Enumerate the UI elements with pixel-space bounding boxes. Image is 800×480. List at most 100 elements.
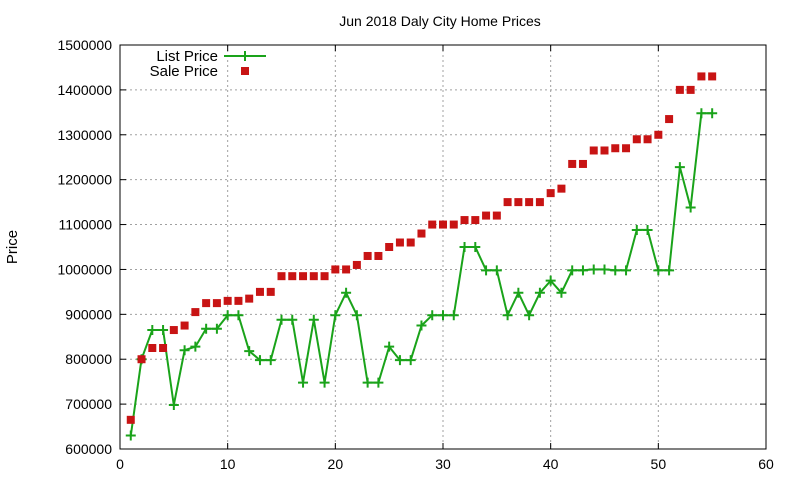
y-tick-label: 1100000 xyxy=(59,217,113,233)
sale-price-point xyxy=(643,135,652,144)
list-price-point xyxy=(222,310,233,321)
grid-lines xyxy=(120,45,766,449)
sale-price-point xyxy=(288,272,297,281)
x-tick-label: 10 xyxy=(220,456,236,472)
sale-price-point xyxy=(589,146,598,155)
sale-price-point xyxy=(622,144,631,153)
list-price-point xyxy=(621,265,632,276)
x-axis-ticks: 0 10 20 30 40 50 60 xyxy=(116,45,774,472)
list-price-point xyxy=(459,242,470,252)
sale-price-point xyxy=(708,72,717,81)
sale-price-point xyxy=(697,72,706,81)
list-price-point xyxy=(179,345,190,356)
sale-price-point xyxy=(374,251,383,260)
list-price-point xyxy=(265,355,276,366)
list-price-point xyxy=(158,325,169,336)
sale-price-point xyxy=(395,238,404,247)
list-price-point xyxy=(211,323,222,334)
y-tick-label: 900000 xyxy=(65,306,112,322)
x-tick-label: 40 xyxy=(543,456,559,472)
list-price-point xyxy=(233,310,244,321)
x-tick-label: 20 xyxy=(328,456,344,472)
list-price-point xyxy=(524,310,535,321)
series-list-price xyxy=(125,108,718,441)
sale-price-point xyxy=(417,229,426,238)
list-price-point xyxy=(481,265,492,276)
list-price-point xyxy=(696,108,707,119)
list-price-point xyxy=(513,287,524,298)
legend-swatch-sale-price-marker xyxy=(241,67,249,75)
list-price-point xyxy=(438,310,448,321)
list-price-point xyxy=(588,264,599,275)
legend: List Price Sale Price xyxy=(150,48,266,80)
sale-price-point xyxy=(492,211,501,220)
sale-price-point xyxy=(471,216,480,225)
sale-price-point xyxy=(600,146,609,155)
legend-label-list-price: List Price xyxy=(156,48,218,65)
sale-price-point xyxy=(331,265,340,274)
sale-price-point xyxy=(299,272,308,281)
list-price-point xyxy=(502,310,513,321)
sale-price-point xyxy=(546,189,555,198)
list-price-point xyxy=(427,310,438,321)
list-price-point xyxy=(556,287,567,298)
sale-price-point xyxy=(266,287,275,296)
y-tick-label: 1200000 xyxy=(57,172,112,188)
y-tick-label: 800000 xyxy=(65,351,112,367)
sale-price-point xyxy=(202,299,211,308)
y-tick-label: 1500000 xyxy=(57,37,112,53)
sale-price-point xyxy=(255,287,264,296)
list-price-point xyxy=(276,314,287,325)
y-axis-label: Price xyxy=(4,230,21,264)
x-tick-label: 30 xyxy=(435,456,451,472)
sale-price-point xyxy=(234,296,243,305)
sale-price-point xyxy=(223,296,232,305)
sale-price-point xyxy=(632,135,641,144)
y-tick-label: 600000 xyxy=(65,441,112,457)
list-price-point xyxy=(599,264,610,275)
sale-price-point xyxy=(277,272,286,281)
sale-price-point xyxy=(460,216,469,225)
list-price-point xyxy=(384,341,395,352)
y-tick-label: 1300000 xyxy=(57,127,112,143)
list-price-point xyxy=(287,314,298,325)
y-tick-label: 1400000 xyxy=(57,82,112,98)
list-price-point xyxy=(168,400,179,411)
sale-price-point xyxy=(503,198,512,207)
list-price-point xyxy=(664,265,675,276)
sale-price-point xyxy=(568,159,577,168)
plot-border xyxy=(119,44,767,450)
list-price-point xyxy=(653,265,664,276)
sale-price-point xyxy=(148,344,157,352)
sale-price-point xyxy=(180,321,189,330)
series-sale-price xyxy=(126,72,717,424)
sale-price-point xyxy=(352,260,361,269)
x-tick-label: 50 xyxy=(651,456,667,472)
sale-price-point xyxy=(137,355,146,364)
sale-price-point xyxy=(654,130,663,139)
list-price-point xyxy=(244,346,255,357)
list-price-point xyxy=(577,265,588,276)
x-tick-label: 60 xyxy=(758,456,774,472)
sale-price-point xyxy=(665,115,674,124)
list-price-point xyxy=(254,355,265,366)
sale-price-point xyxy=(191,308,200,317)
list-price-point xyxy=(147,325,158,336)
y-axis-ticks: 600000 700000 800000 900000 1000000 1100000 12… xyxy=(57,37,766,457)
list-price-point xyxy=(610,265,621,276)
list-price-point xyxy=(373,377,384,388)
sale-price-point xyxy=(525,198,534,207)
sale-price-point xyxy=(578,159,587,168)
list-price-point xyxy=(674,162,685,173)
list-price-point xyxy=(470,242,481,252)
sale-price-point xyxy=(212,299,221,308)
sale-price-point xyxy=(514,198,523,207)
list-price-point xyxy=(685,202,696,213)
list-price-point xyxy=(707,108,718,119)
sale-price-point xyxy=(169,326,178,335)
list-price-point xyxy=(534,287,545,298)
legend-label-sale-price: Sale Price xyxy=(150,63,218,80)
sale-price-point xyxy=(428,220,437,229)
list-price-point xyxy=(319,377,330,388)
